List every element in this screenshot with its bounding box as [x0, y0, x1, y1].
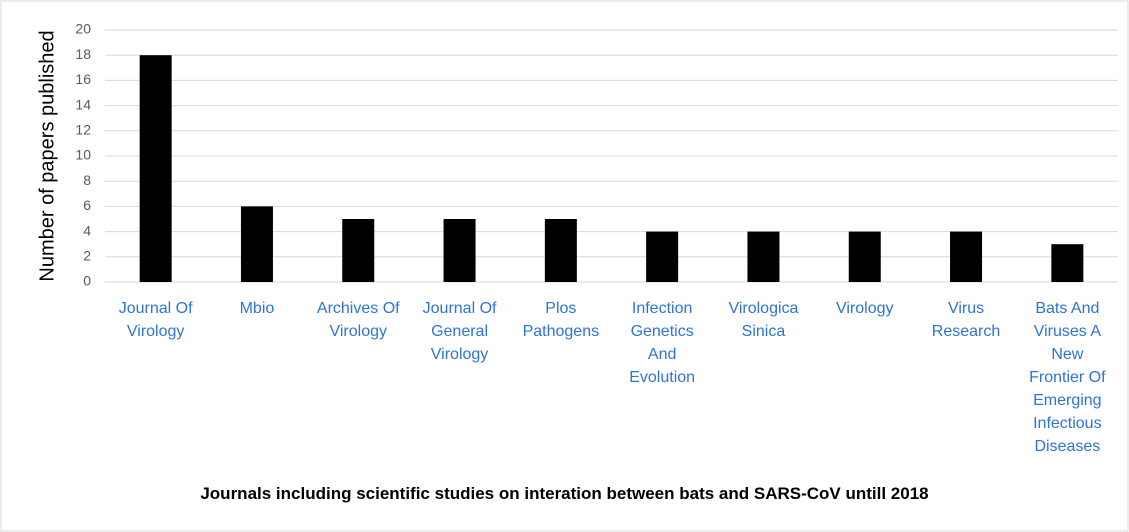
x-axis-title: Journals including scientific studies on…: [200, 484, 929, 503]
bar: [848, 231, 881, 282]
x-tick-label: Journal Of Virology: [118, 300, 193, 340]
y-tick-label: 14: [75, 96, 91, 112]
y-tick-label: 10: [75, 147, 91, 163]
y-tick-label: 2: [83, 248, 91, 264]
x-tick-label: Virology: [835, 300, 894, 317]
bar: [950, 231, 983, 282]
bar: [139, 55, 172, 283]
y-tick-label: 12: [75, 122, 91, 138]
x-tick-label: Bats And Viruses A New Frontier Of Emerg…: [1029, 300, 1106, 455]
bar: [1051, 244, 1084, 282]
bar: [342, 219, 375, 282]
y-tick-label: 8: [83, 172, 91, 188]
x-tick-label: Mbio: [239, 300, 275, 317]
x-tick-label: Infection Genetics And Evolution: [629, 300, 696, 386]
x-tick-label: Virologica Sinica: [728, 300, 799, 340]
x-tick-label: Archives Of Virology: [316, 300, 400, 340]
y-tick-label: 4: [83, 222, 91, 238]
x-tick-label: Journal Of General Virology: [422, 300, 497, 363]
bar: [646, 231, 679, 282]
x-tick-label: Virus Research: [931, 300, 1001, 340]
y-tick-label: 6: [83, 197, 91, 213]
y-tick-label: 0: [83, 273, 91, 289]
bar: [544, 219, 577, 282]
y-tick-label: 16: [75, 71, 91, 87]
bar: [443, 219, 476, 282]
y-axis-title: Number of papers published: [36, 30, 58, 281]
bar: [240, 206, 273, 282]
x-tick-label: Plos Pathogens: [522, 300, 600, 340]
y-tick-label: 18: [75, 46, 91, 62]
bar: [747, 231, 780, 282]
y-tick-label: 20: [75, 21, 91, 37]
